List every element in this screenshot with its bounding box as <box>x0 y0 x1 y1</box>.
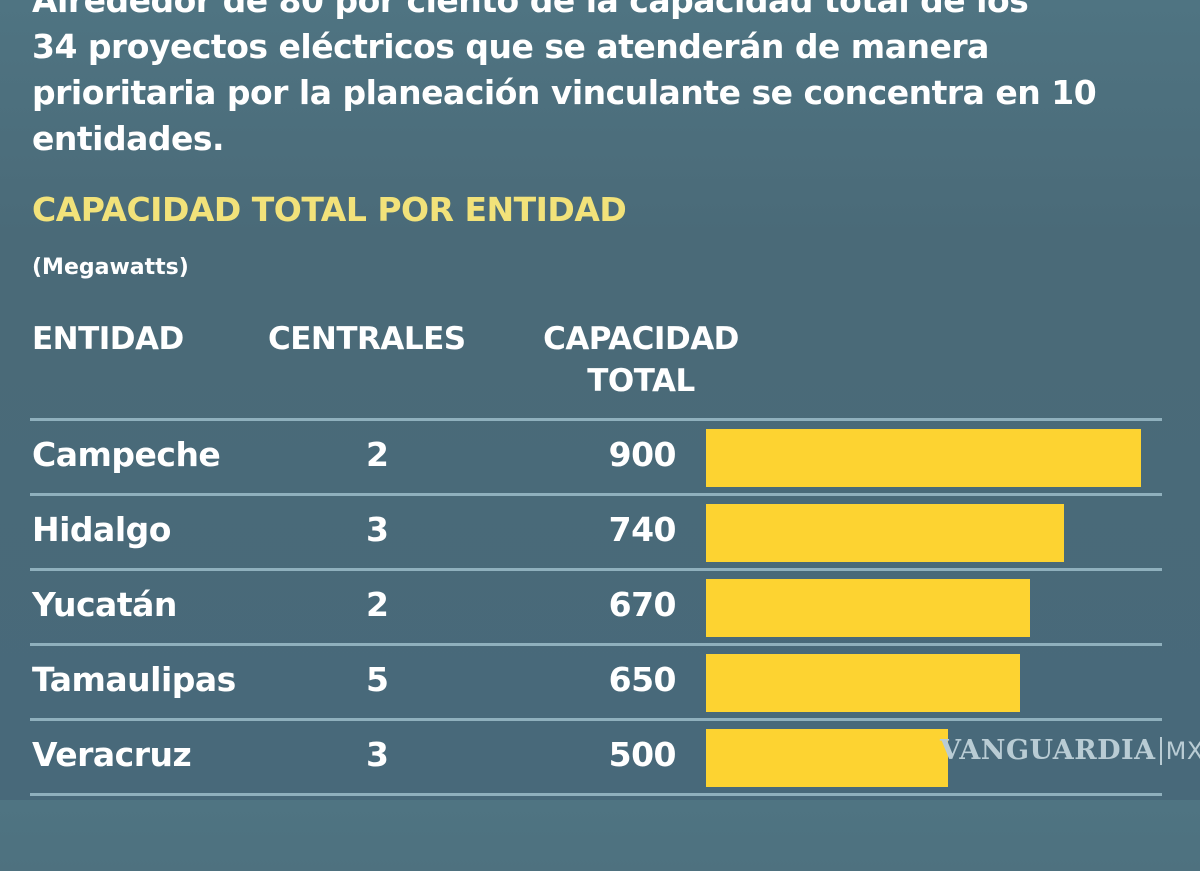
intro-text: Alrededor de 80 por ciento de la capacid… <box>32 0 1182 162</box>
centrales-value: 5 <box>366 660 389 699</box>
intro-line: 34 proyectos eléctricos que se atenderán… <box>32 27 989 66</box>
header-capacidad-line: TOTAL <box>587 363 695 399</box>
capacidad-value: 740 <box>608 510 677 549</box>
table-row: Tamaulipas 5 650 <box>30 643 1162 721</box>
centrales-value: 2 <box>366 435 389 474</box>
centrales-value: 3 <box>366 510 389 549</box>
header-capacidad: CAPACIDAD TOTAL <box>530 318 752 402</box>
table-divider <box>30 793 1162 871</box>
entidad-label: Yucatán <box>32 585 177 624</box>
header-capacidad-line: CAPACIDAD <box>543 321 739 357</box>
chart-title: CAPACIDAD TOTAL POR ENTIDAD <box>32 190 627 229</box>
table-row: Yucatán 2 670 <box>30 568 1162 646</box>
entidad-label: Hidalgo <box>32 510 171 549</box>
header-centrales: CENTRALES <box>268 321 466 357</box>
entidad-label: Campeche <box>32 435 221 474</box>
chart-subtitle: (Megawatts) <box>32 255 189 280</box>
centrales-value: 2 <box>366 585 389 624</box>
capacidad-bar <box>706 504 1064 562</box>
centrales-value: 3 <box>366 735 389 774</box>
capacidad-bar <box>706 429 1141 487</box>
table-row: Campeche 2 900 <box>30 418 1162 496</box>
entidad-label: Veracruz <box>32 735 192 774</box>
intro-line: Alrededor de 80 por ciento de la capacid… <box>32 0 1029 20</box>
capacidad-value: 650 <box>608 660 677 699</box>
entidad-label: Tamaulipas <box>32 660 236 699</box>
capacidad-bar <box>706 729 948 787</box>
table-row: Veracruz 3 500 <box>30 718 1162 796</box>
intro-line: entidades. <box>32 119 225 158</box>
intro-line: prioritaria por la planeación vinculante… <box>32 73 1097 112</box>
capacidad-value: 900 <box>608 435 677 474</box>
capacidad-bar <box>706 579 1030 637</box>
capacidad-value: 500 <box>608 735 677 774</box>
capacidad-bar <box>706 654 1021 712</box>
watermark-logo: VANGUARDIA MX <box>940 735 1200 766</box>
capacidad-value: 670 <box>608 585 677 624</box>
table-row: Hidalgo 3 740 <box>30 493 1162 571</box>
header-entidad: ENTIDAD <box>32 321 184 357</box>
